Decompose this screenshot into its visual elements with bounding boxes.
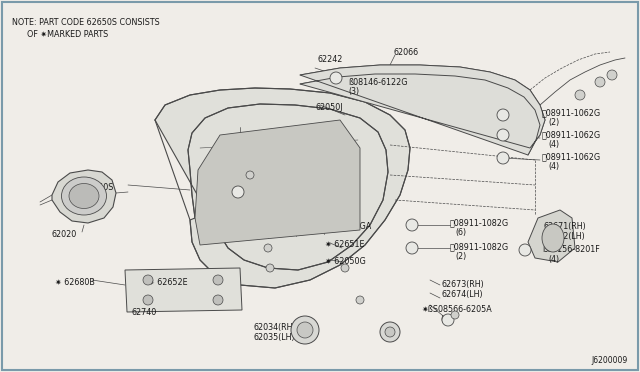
Circle shape: [246, 171, 254, 179]
Text: 62034(RH): 62034(RH): [253, 323, 296, 332]
Polygon shape: [155, 88, 410, 288]
Polygon shape: [528, 210, 575, 262]
Text: (4): (4): [440, 315, 451, 324]
Text: B: B: [523, 247, 527, 253]
Text: 62020: 62020: [52, 230, 77, 239]
Circle shape: [266, 264, 274, 272]
Text: (4): (4): [548, 140, 559, 149]
Ellipse shape: [542, 224, 564, 252]
Text: ✷ 62050GA: ✷ 62050GA: [325, 222, 371, 231]
Text: (2): (2): [455, 252, 467, 261]
Circle shape: [213, 275, 223, 285]
Text: ✷ 62651E: ✷ 62651E: [325, 240, 365, 249]
Text: J6200009: J6200009: [592, 356, 628, 365]
Text: N: N: [410, 222, 414, 228]
Text: (4): (4): [548, 255, 559, 264]
Text: S: S: [446, 317, 450, 323]
Text: 62672(LH): 62672(LH): [543, 232, 585, 241]
Polygon shape: [300, 65, 545, 155]
Text: ✷ 62652E: ✷ 62652E: [148, 278, 188, 287]
Text: (6): (6): [455, 228, 466, 237]
Circle shape: [264, 244, 272, 252]
Text: 62090: 62090: [248, 168, 273, 177]
Text: ßS08543-5125A: ßS08543-5125A: [247, 188, 311, 197]
Text: (2): (2): [548, 118, 559, 127]
Text: 62673(RH): 62673(RH): [441, 280, 484, 289]
Text: ß✷62050E: ß✷62050E: [256, 208, 298, 217]
Circle shape: [380, 322, 400, 342]
Text: 62650S: 62650S: [83, 183, 113, 192]
Circle shape: [451, 311, 459, 319]
Text: N: N: [500, 155, 506, 160]
Circle shape: [213, 295, 223, 305]
Circle shape: [406, 242, 418, 254]
Text: ✷ßS08566-6205A: ✷ßS08566-6205A: [422, 305, 493, 314]
Circle shape: [356, 296, 364, 304]
Text: (3): (3): [348, 87, 359, 96]
Circle shape: [519, 244, 531, 256]
Text: ⓝ08911-1062G: ⓝ08911-1062G: [542, 130, 601, 139]
Text: ß08146-6122G: ß08146-6122G: [348, 78, 408, 87]
Text: 62035(LH): 62035(LH): [253, 333, 294, 342]
Circle shape: [330, 72, 342, 84]
Text: 62674(LH): 62674(LH): [441, 290, 483, 299]
Text: ⓝ08911-1062G: ⓝ08911-1062G: [542, 152, 601, 161]
Circle shape: [341, 264, 349, 272]
Text: ✷ 62680B: ✷ 62680B: [55, 278, 95, 287]
Text: ⓝ08911-1062G: ⓝ08911-1062G: [542, 108, 601, 117]
Text: 62022: 62022: [289, 146, 314, 155]
Circle shape: [385, 327, 395, 337]
Circle shape: [497, 109, 509, 121]
Polygon shape: [195, 120, 360, 245]
Text: (5): (5): [250, 198, 261, 207]
Ellipse shape: [69, 183, 99, 208]
Text: 62740: 62740: [132, 308, 157, 317]
Text: S: S: [236, 189, 240, 195]
Text: ⓝ08911-1082G: ⓝ08911-1082G: [450, 242, 509, 251]
Polygon shape: [52, 170, 116, 223]
Text: ✷ 62050G: ✷ 62050G: [325, 257, 365, 266]
Circle shape: [297, 322, 313, 338]
Text: ß08156-8201F: ß08156-8201F: [542, 245, 600, 254]
Circle shape: [291, 316, 319, 344]
Text: 62066: 62066: [393, 48, 418, 57]
Text: 62050J: 62050J: [315, 103, 342, 112]
Text: B: B: [334, 76, 338, 80]
Text: N: N: [500, 132, 506, 138]
Circle shape: [143, 295, 153, 305]
Text: 62242: 62242: [318, 55, 344, 64]
Text: 62671(RH): 62671(RH): [543, 222, 586, 231]
Text: OF ✷MARKED PARTS: OF ✷MARKED PARTS: [12, 30, 108, 39]
Circle shape: [497, 129, 509, 141]
Text: N: N: [500, 112, 506, 118]
Circle shape: [143, 275, 153, 285]
Text: N: N: [410, 246, 414, 250]
Text: ⓝ08911-1082G: ⓝ08911-1082G: [450, 218, 509, 227]
Text: NOTE: PART CODE 62650S CONSISTS: NOTE: PART CODE 62650S CONSISTS: [12, 18, 160, 27]
Circle shape: [497, 152, 509, 164]
Ellipse shape: [61, 177, 106, 215]
Circle shape: [575, 90, 585, 100]
Polygon shape: [125, 268, 242, 312]
Circle shape: [232, 186, 244, 198]
Circle shape: [595, 77, 605, 87]
Circle shape: [442, 314, 454, 326]
Text: (4): (4): [548, 162, 559, 171]
Circle shape: [406, 219, 418, 231]
Circle shape: [607, 70, 617, 80]
